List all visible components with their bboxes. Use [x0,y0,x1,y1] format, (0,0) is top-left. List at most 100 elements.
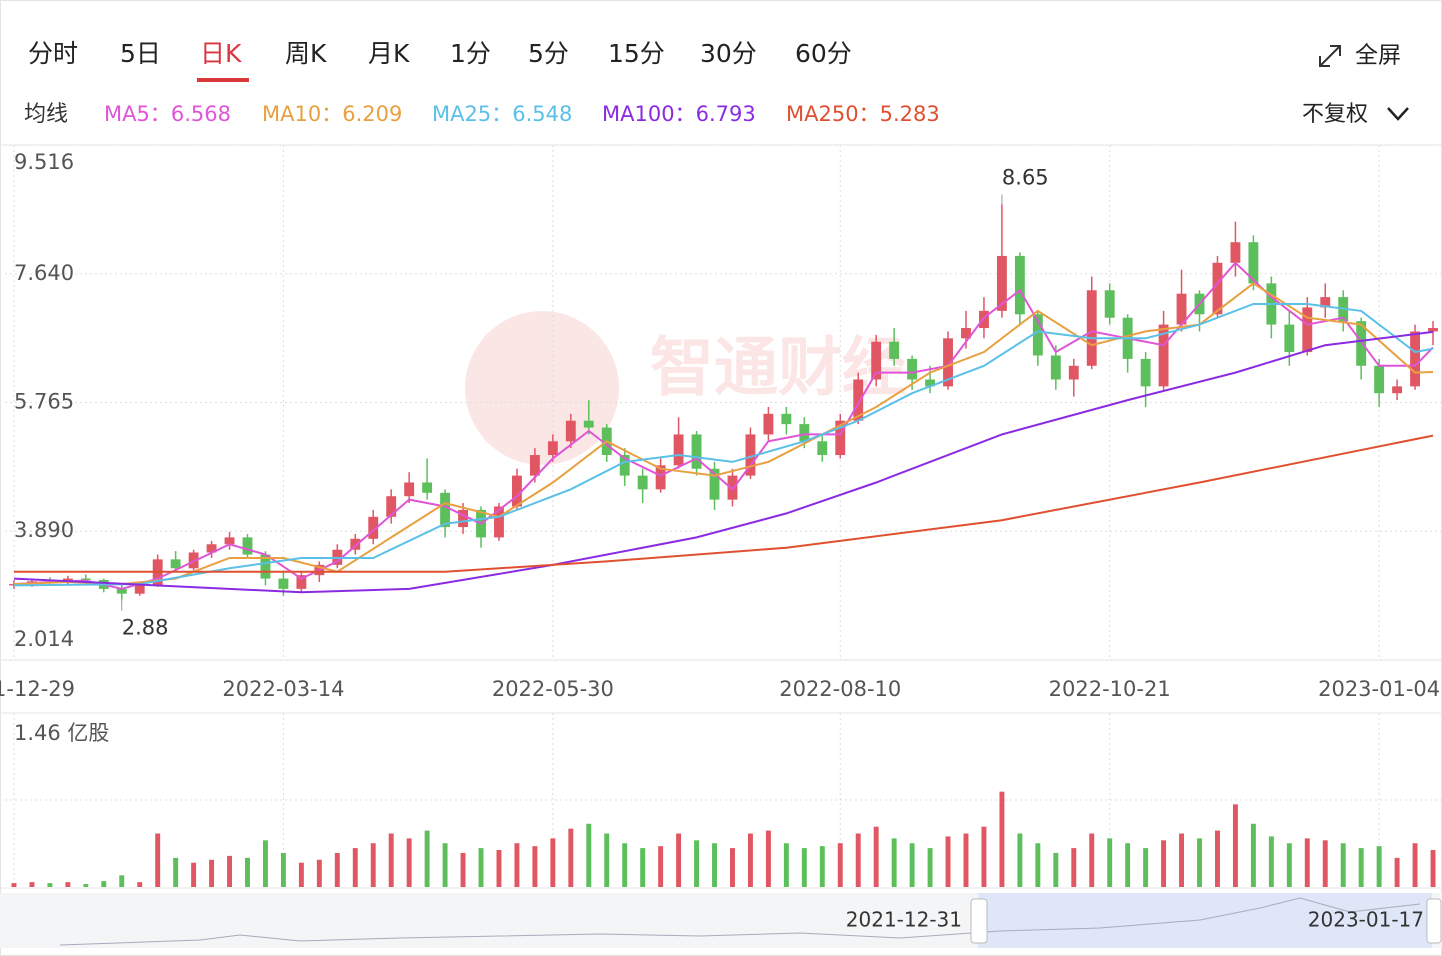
navigator[interactable]: 2021-12-31 2023-01-17 [0,893,1442,948]
volume-bar [1376,846,1382,887]
volume-bar [280,852,286,887]
legend-entry: MA100：6.793 [602,102,756,126]
candle-body [1374,365,1385,394]
ma-line [13,261,1434,590]
volume-bar [334,852,340,887]
volume-bar [1268,836,1274,887]
x-tick-label: 2022-05-30 [492,677,614,701]
volume-bar [406,838,412,887]
candle-body [619,455,630,476]
candle-body [206,544,217,553]
candle-body [781,413,792,425]
x-tick-label: 2023-01-04 [1318,677,1440,701]
tab[interactable]: 分时 [28,39,78,68]
legend-entry: MA250：5.283 [786,102,940,126]
legend-part: ： [859,102,880,126]
candle-body [170,559,181,569]
x-tick-label: 2021-12-29 [0,677,75,701]
volume-bar [586,823,592,887]
y-tick-label: 3.890 [14,518,74,542]
volume-bar [119,875,125,887]
tab[interactable]: 30分 [700,39,757,68]
volume-bar [442,843,448,887]
candle-body [1086,290,1097,366]
volume-bar [1340,843,1346,887]
volume-bar [83,884,89,887]
candle-body [1158,324,1169,387]
adjust-dropdown[interactable]: 不复权 [1302,102,1409,127]
volume-bar [676,833,682,887]
volume-bar [1035,843,1041,887]
volume-bar [712,843,717,887]
volume-bar [730,848,735,887]
fullscreen-button[interactable]: 全屏 [1319,43,1401,69]
chevron [1387,107,1409,121]
tab[interactable]: 60分 [795,39,852,68]
volume-bar [640,848,646,887]
annotation: 2.88 [122,616,169,640]
candle-body [763,413,774,435]
legend-part: MA10 [262,102,321,126]
candle-body [529,455,540,476]
candle-body [943,338,953,387]
legend-part: 6.548 [512,102,572,126]
volume-bar [101,881,107,887]
volume-bar [370,843,376,887]
volume-bar [963,833,969,887]
volume-bar [424,830,430,887]
y-tick-label: 9.516 [14,150,74,174]
x-tick-label: 2022-08-10 [779,677,901,701]
candle-body [979,310,989,329]
candle-body [1176,293,1187,325]
volume-bar [1053,852,1059,887]
candle-body [691,434,702,469]
volume-bar [47,883,53,887]
volume-bar [496,850,502,887]
volume-bar [550,838,556,887]
candle-body [673,434,684,466]
candle-body [1014,255,1025,315]
candle-body [404,482,415,497]
tab[interactable]: 日K [200,39,242,68]
volume-bar [837,843,843,887]
tab[interactable]: 1分 [450,39,491,68]
candle-body [9,584,19,586]
tab[interactable]: 周K [285,39,327,68]
candle-body [817,441,828,456]
tab[interactable]: 5日 [120,39,161,68]
candle-body [386,496,397,517]
candle-body [1248,242,1259,284]
tab[interactable]: 15分 [608,39,665,68]
candle-body [709,468,720,500]
volume-bar [694,840,700,887]
volume-bar [1250,823,1256,887]
volume-bar [1197,838,1202,887]
volume-bar [173,857,179,887]
navigator-start: 2021-12-31 [846,908,962,932]
volume-bar [658,846,664,887]
candle-body [1320,297,1331,308]
candle-body [224,537,235,545]
candle-body [727,475,738,500]
candle-body [1050,355,1061,380]
volume-bar [1286,843,1292,887]
volume-bar [532,846,538,887]
volume-bar [1161,840,1167,887]
x-tick-label: 2022-03-14 [222,677,344,701]
navigator-handle[interactable] [970,898,988,944]
tab[interactable]: 月K [368,39,410,68]
candle-body [368,516,379,539]
volume-tick-label: 1.46 亿股 [14,721,109,745]
candle-body [835,420,846,456]
y-tick-label: 5.765 [14,390,74,414]
navigator-handle[interactable] [1426,898,1442,944]
legend-part: MA100 [602,102,675,126]
candle-body [961,328,971,339]
candle-body [1068,365,1079,380]
tab[interactable]: 5分 [528,39,569,68]
volume-bar [999,791,1005,887]
candle-body [1230,242,1241,263]
volume-bar [262,840,268,887]
legend-part: MA25 [432,102,491,126]
